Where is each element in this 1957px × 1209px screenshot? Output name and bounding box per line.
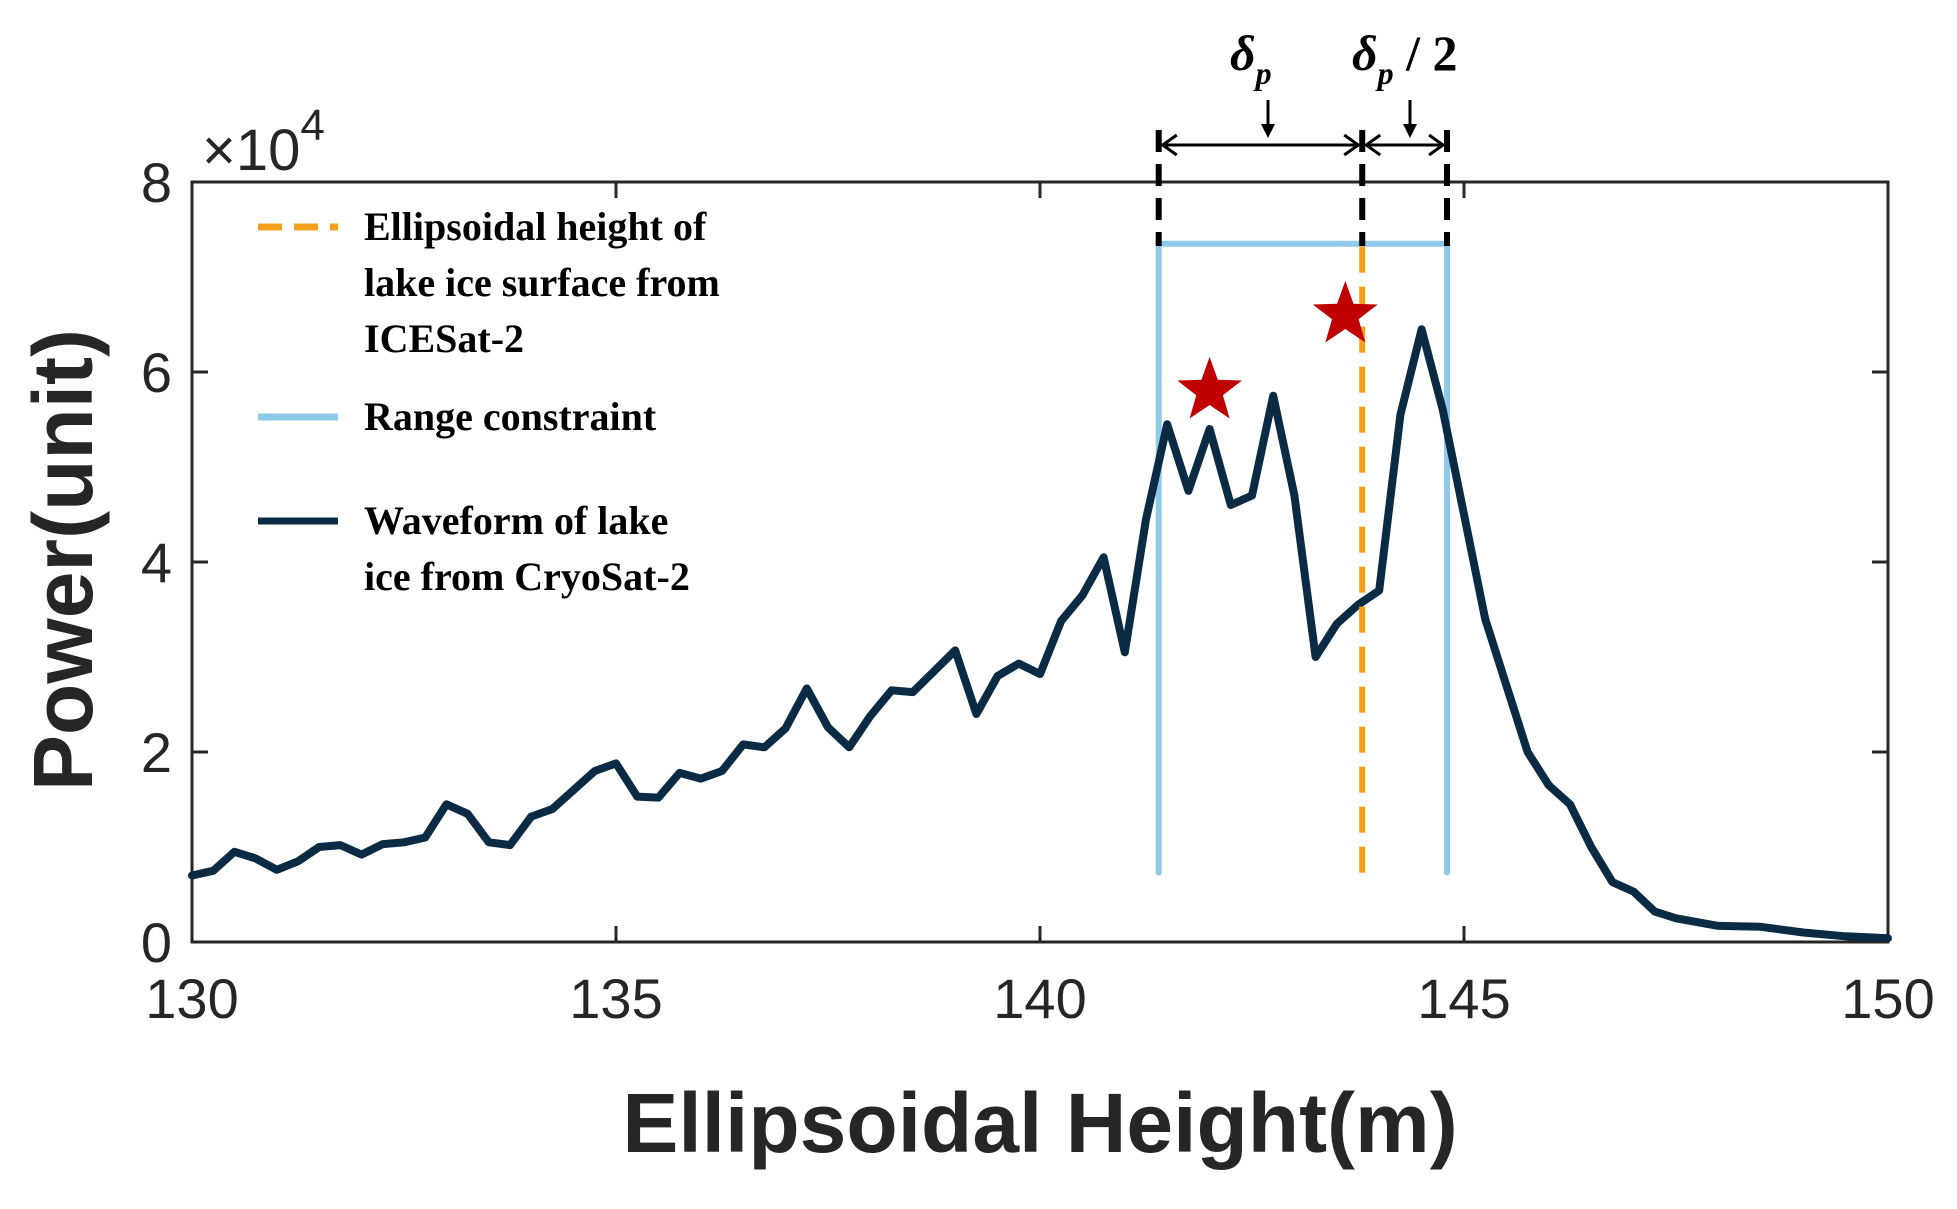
legend-label-icesat: lake ice surface from: [364, 260, 720, 305]
y-multiplier-base: ×10: [202, 118, 300, 183]
x-tick-label: 145: [1417, 967, 1510, 1030]
legend: Ellipsoidal height of lake ice surface fr…: [258, 204, 720, 599]
x-tick-label: 135: [569, 967, 662, 1030]
delta-p-symbol: δ: [1230, 25, 1256, 81]
delta-p-half-arrow-head-left: [1363, 133, 1382, 157]
delta-p-subscript: p: [1253, 55, 1272, 91]
y-multiplier: ×104: [202, 101, 325, 183]
delta-p-half-pointer-head: [1403, 124, 1417, 138]
ticks: 130 135 140 145 150 0 2 4 6 8: [141, 151, 1935, 1030]
legend-label-icesat: Ellipsoidal height of: [364, 204, 707, 249]
y-tick-label: 4: [141, 531, 172, 594]
delta-p-arrow-head-left: [1160, 133, 1178, 157]
x-axis-title: Ellipsoidal Height(m): [622, 1076, 1457, 1170]
y-tick-label: 2: [141, 721, 172, 784]
y-multiplier-exponent: 4: [300, 101, 324, 150]
y-tick-label: 6: [141, 341, 172, 404]
delta-p-half-arrow-head-right: [1428, 133, 1446, 157]
y-tick-label: 0: [141, 911, 172, 974]
delta-p-half-suffix: / 2: [1394, 25, 1458, 81]
delta-annotations: δp δp / 2: [1155, 25, 1458, 246]
x-tick-label: 140: [993, 967, 1086, 1030]
peak-markers: [1177, 281, 1378, 419]
x-tick-label: 150: [1841, 967, 1934, 1030]
plot-area: [190, 180, 1890, 944]
peak-star-marker: [1312, 281, 1378, 343]
x-tick-label: 130: [145, 967, 238, 1030]
legend-label-waveform: Waveform of lake: [364, 498, 668, 543]
legend-label-range: Range constraint: [364, 394, 657, 439]
delta-p-half-subscript: p: [1375, 55, 1394, 91]
delta-p-pointer-head: [1261, 124, 1275, 138]
legend-label-waveform: ice from CryoSat-2: [364, 554, 690, 599]
waveform-line: [188, 325, 1892, 943]
y-tick-label: 8: [141, 151, 172, 214]
legend-label-icesat: ICESat-2: [364, 316, 524, 361]
delta-p-half-label: δp / 2: [1352, 25, 1458, 91]
delta-p-arrow-head-right: [1343, 133, 1361, 157]
delta-p-label: δp: [1230, 25, 1272, 91]
range-constraint-line: [1155, 240, 1450, 876]
peak-star-marker: [1177, 357, 1242, 419]
delta-p-half-symbol: δ: [1352, 25, 1378, 81]
series: [188, 240, 1892, 943]
y-axis-title: Power(unit): [16, 329, 110, 791]
